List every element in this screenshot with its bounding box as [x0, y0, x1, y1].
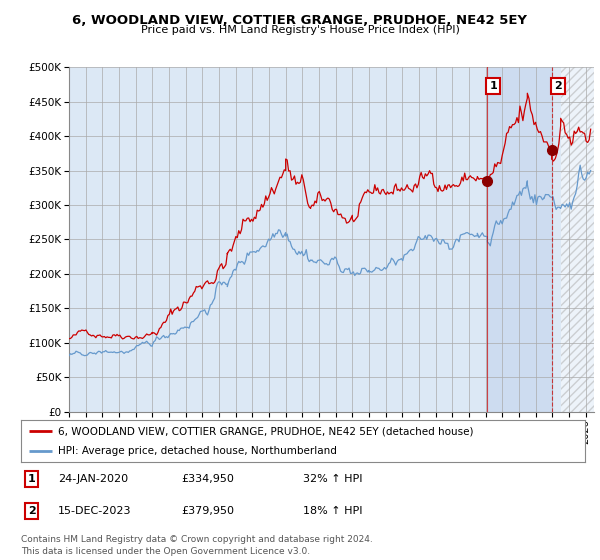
Bar: [560, 67, 594, 412]
Bar: [487, 67, 551, 412]
Text: 6, WOODLAND VIEW, COTTIER GRANGE, PRUDHOE, NE42 5EY (detached house): 6, WOODLAND VIEW, COTTIER GRANGE, PRUDHO…: [58, 426, 473, 436]
Text: 6, WOODLAND VIEW, COTTIER GRANGE, PRUDHOE, NE42 5EY: 6, WOODLAND VIEW, COTTIER GRANGE, PRUDHO…: [73, 14, 527, 27]
Text: 18% ↑ HPI: 18% ↑ HPI: [303, 506, 362, 516]
Text: HPI: Average price, detached house, Northumberland: HPI: Average price, detached house, Nort…: [58, 446, 337, 456]
Text: £379,950: £379,950: [182, 506, 235, 516]
Text: 2: 2: [28, 506, 35, 516]
Text: 1: 1: [490, 81, 497, 91]
Text: Price paid vs. HM Land Registry's House Price Index (HPI): Price paid vs. HM Land Registry's House …: [140, 25, 460, 35]
Text: 32% ↑ HPI: 32% ↑ HPI: [303, 474, 362, 484]
Text: 2: 2: [554, 81, 562, 91]
Text: Contains HM Land Registry data © Crown copyright and database right 2024.
This d: Contains HM Land Registry data © Crown c…: [21, 535, 373, 556]
Text: £334,950: £334,950: [182, 474, 235, 484]
Text: 24-JAN-2020: 24-JAN-2020: [58, 474, 128, 484]
Text: 15-DEC-2023: 15-DEC-2023: [58, 506, 131, 516]
Text: 1: 1: [28, 474, 35, 484]
